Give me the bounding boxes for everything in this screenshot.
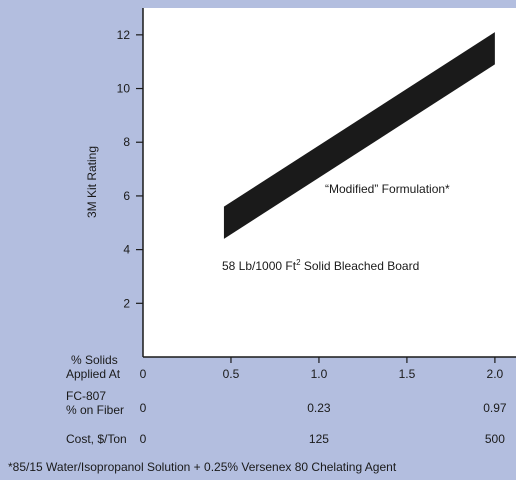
cost-value: 0	[140, 432, 147, 446]
fc807-value: 0	[140, 401, 147, 415]
solids-row-label-line1: % Solids	[71, 353, 118, 367]
fc807-row-label-line2: % on Fiber	[66, 403, 124, 417]
fc807-value: 0.97	[483, 401, 507, 415]
y-tick-label: 4	[123, 243, 130, 257]
board-annotation: 58 Lb/1000 Ft2 Solid Bleached Board	[222, 258, 419, 273]
solids-value: 1.0	[311, 367, 328, 381]
y-tick-label: 8	[123, 135, 130, 149]
y-tick-label: 12	[117, 28, 131, 42]
y-tick-label: 6	[123, 189, 130, 203]
cost-row-label: Cost, $/Ton	[66, 432, 127, 446]
y-tick-label: 10	[117, 82, 131, 96]
fc807-value: 0.23	[307, 401, 331, 415]
kit-rating-band	[223, 32, 495, 239]
formulation-annotation: “Modified” Formulation*	[325, 182, 450, 196]
cost-value: 500	[485, 432, 505, 446]
solids-value: 0	[140, 367, 147, 381]
solids-value: 1.5	[399, 367, 416, 381]
solids-value: 2.0	[487, 367, 504, 381]
y-tick-label: 2	[123, 296, 130, 310]
solids-row-label-line2: Applied At	[66, 367, 121, 381]
y-axis-label: 3M Kit Rating	[85, 146, 99, 218]
fc807-row-label-line1: FC-807	[66, 389, 106, 403]
footnote: *85/15 Water/Isopropanol Solution + 0.25…	[8, 460, 397, 474]
cost-value: 125	[309, 432, 329, 446]
solids-value: 0.5	[223, 367, 240, 381]
